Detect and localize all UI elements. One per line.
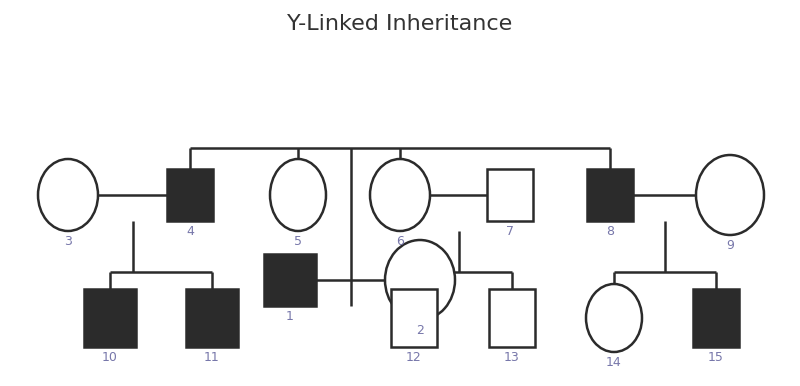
Text: Y-Linked Inheritance: Y-Linked Inheritance xyxy=(287,14,513,34)
Ellipse shape xyxy=(270,159,326,231)
Text: 9: 9 xyxy=(726,239,734,252)
Ellipse shape xyxy=(696,155,764,235)
Bar xyxy=(391,289,437,347)
Bar xyxy=(186,289,238,347)
Text: 7: 7 xyxy=(506,225,514,238)
Text: 15: 15 xyxy=(708,351,724,364)
Bar xyxy=(167,169,213,221)
Ellipse shape xyxy=(38,159,98,231)
Text: 14: 14 xyxy=(606,356,622,369)
Text: 3: 3 xyxy=(64,235,72,248)
Bar xyxy=(489,289,535,347)
Ellipse shape xyxy=(370,159,430,231)
Bar xyxy=(84,289,136,347)
Text: 8: 8 xyxy=(606,225,614,238)
Text: 6: 6 xyxy=(396,235,404,248)
Ellipse shape xyxy=(385,240,455,320)
Text: 5: 5 xyxy=(294,235,302,248)
Text: 1: 1 xyxy=(286,310,294,323)
Bar xyxy=(693,289,739,347)
Bar xyxy=(264,254,316,306)
Text: 13: 13 xyxy=(504,351,520,364)
Bar xyxy=(487,169,533,221)
Text: 11: 11 xyxy=(204,351,220,364)
Text: 4: 4 xyxy=(186,225,194,238)
Text: 2: 2 xyxy=(416,324,424,337)
Text: 12: 12 xyxy=(406,351,422,364)
Bar xyxy=(587,169,633,221)
Ellipse shape xyxy=(586,284,642,352)
Text: 10: 10 xyxy=(102,351,118,364)
